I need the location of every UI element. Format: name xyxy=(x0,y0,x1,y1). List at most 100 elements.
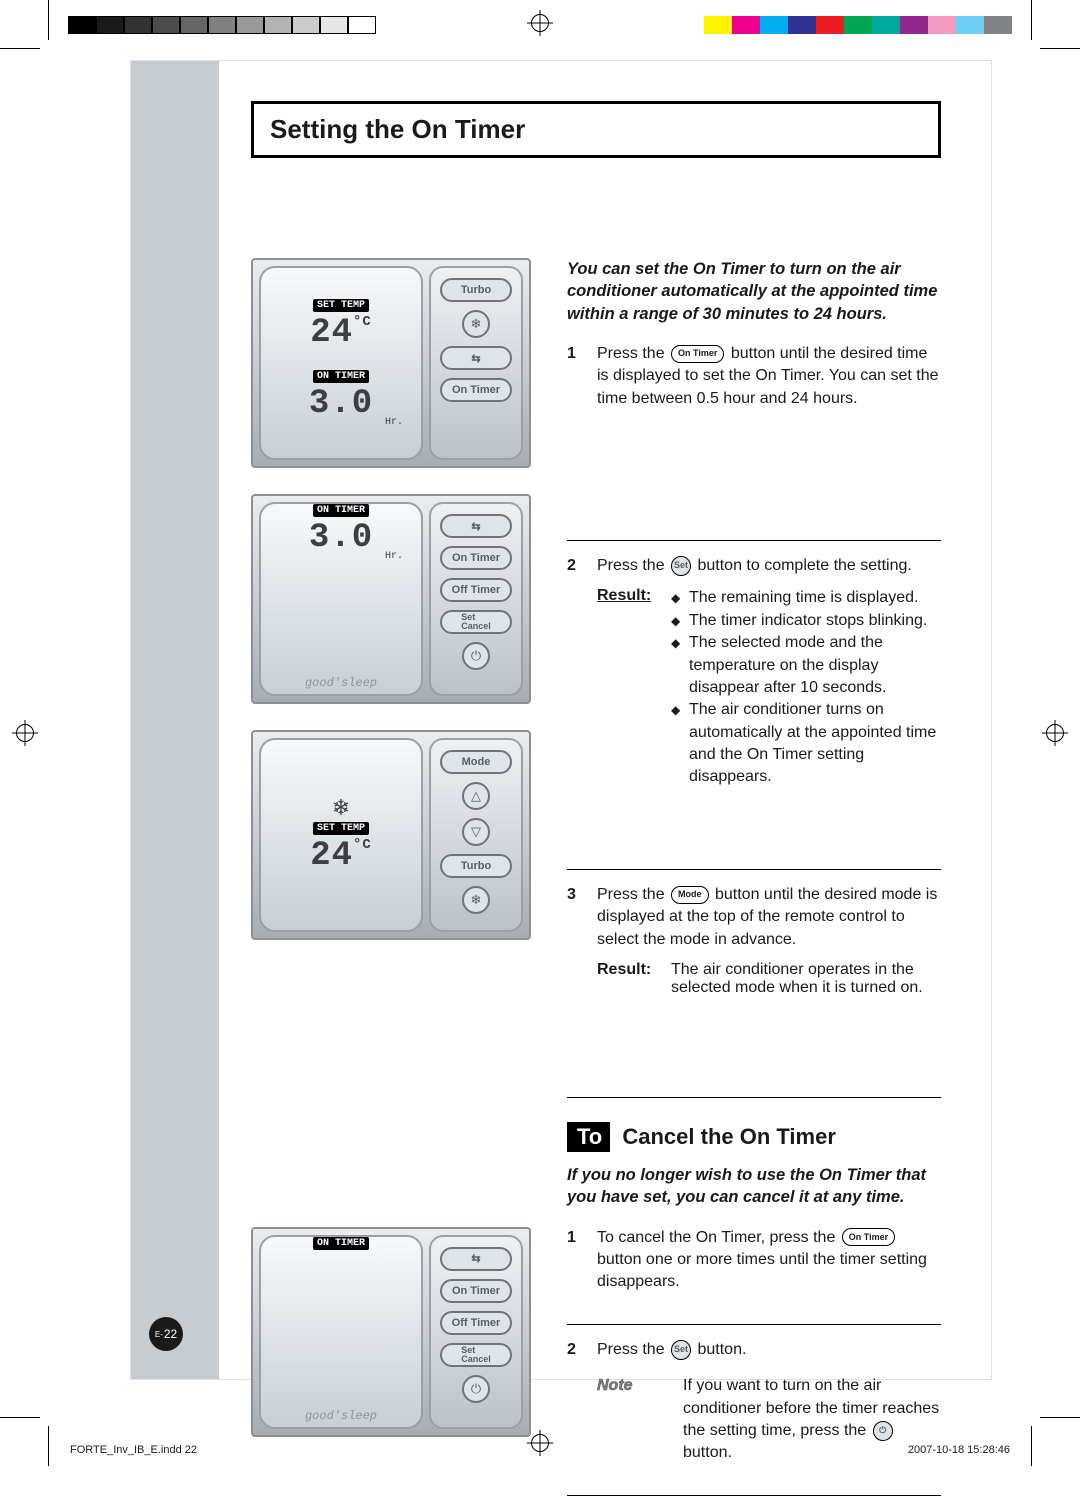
result-label: Result: xyxy=(597,961,657,997)
divider xyxy=(567,1097,941,1098)
step-2: 2 Press the Set button to complete the s… xyxy=(567,555,941,577)
power-button-icon: ⏻ xyxy=(873,1421,893,1441)
remote-button: ⇆ xyxy=(440,514,512,538)
remote-button: Set Cancel xyxy=(440,610,512,634)
registration-mark-icon xyxy=(1046,724,1064,742)
step-text: button. xyxy=(697,1341,746,1358)
instructions-column: You can set the On Timer to turn on the … xyxy=(567,258,941,1112)
power-icon: ⏻ xyxy=(462,1375,490,1403)
crop-mark xyxy=(1031,0,1032,40)
result-item: The remaining time is displayed. xyxy=(671,587,941,609)
lcd-value: 3.0 xyxy=(309,519,373,557)
result-item: The timer indicator stops blinking. xyxy=(671,610,941,632)
lcd-unit: Hr. xyxy=(385,417,403,428)
footer-filename: FORTE_Inv_IB_E.indd 22 xyxy=(70,1444,197,1456)
remote-button: Turbo xyxy=(440,278,512,302)
on-timer-button-icon: On Timer xyxy=(671,345,724,363)
result-block: Result: The air conditioner operates in … xyxy=(567,961,941,997)
remote-button: ❄ xyxy=(462,886,490,914)
lcd-value: 24°C xyxy=(310,837,372,875)
result-item: The selected mode and the temperature on… xyxy=(671,632,941,699)
step-number: 1 xyxy=(567,1227,583,1294)
on-timer-button-icon: On Timer xyxy=(842,1228,895,1246)
remote-figure-2: ON TIMER 3.0 Hr. good'sleep ⇆ On Timer O… xyxy=(251,494,531,704)
lcd-badge: SET TEMP xyxy=(313,299,369,312)
result-label: Result: xyxy=(597,587,657,789)
remote-button: Set Cancel xyxy=(440,1343,512,1367)
remote-button: ❄ xyxy=(462,310,490,338)
goodsleep-label: good'sleep xyxy=(305,1409,377,1423)
goodsleep-label: good'sleep xyxy=(305,676,377,690)
note-text: If you want to turn on the air condition… xyxy=(683,1377,939,1439)
remote-button: Off Timer xyxy=(440,578,512,602)
result-block: Result: The remaining time is displayed.… xyxy=(567,587,941,789)
remote-button: Off Timer xyxy=(440,1311,512,1335)
step-text: button one or more times until the timer… xyxy=(597,1251,927,1290)
down-icon: ▽ xyxy=(462,818,490,846)
grayscale-swatches xyxy=(68,16,376,34)
divider xyxy=(567,1495,941,1496)
registration-mark-icon xyxy=(531,14,549,32)
step-number: 3 xyxy=(567,884,583,951)
page: Setting the On Timer SET TEMP 24°C ON TI… xyxy=(130,60,992,1380)
lcd-badge: ON TIMER xyxy=(313,1237,369,1250)
crop-mark xyxy=(1031,1426,1032,1466)
figures-column: SET TEMP 24°C ON TIMER 3.0 Hr. Turbo ❄ ⇆… xyxy=(251,258,531,1112)
section-intro: You can set the On Timer to turn on the … xyxy=(567,258,941,325)
crop-mark xyxy=(0,48,40,49)
step-text: Press the xyxy=(597,557,669,574)
remote-figure-4: ON TIMER good'sleep ⇆ On Timer Off Timer… xyxy=(251,1227,531,1437)
up-icon: △ xyxy=(462,782,490,810)
power-icon: ⏻ xyxy=(462,642,490,670)
step-text: button to complete the setting. xyxy=(697,557,911,574)
page-title: Setting the On Timer xyxy=(251,101,941,158)
step-text: Press the xyxy=(597,1341,669,1358)
print-footer: FORTE_Inv_IB_E.indd 22 2007-10-18 15:28:… xyxy=(70,1444,1010,1456)
remote-button: On Timer xyxy=(440,378,512,402)
set-button-icon: Set xyxy=(671,556,691,576)
step-1: 1 Press the On Timer button until the de… xyxy=(567,343,941,410)
step-text: To cancel the On Timer, press the xyxy=(597,1229,840,1246)
crop-mark xyxy=(48,1426,49,1466)
lcd-unit: Hr. xyxy=(385,551,403,562)
registration-mark-icon xyxy=(16,724,34,742)
divider xyxy=(567,1324,941,1325)
lcd-value: 24°C xyxy=(310,314,372,352)
lcd-badge: SET TEMP xyxy=(313,822,369,835)
heading-emphasis: To xyxy=(567,1122,610,1152)
divider xyxy=(567,540,941,541)
page-number-prefix: E- xyxy=(155,1330,163,1339)
step-text: Press the xyxy=(597,886,669,903)
lcd-value: 3.0 xyxy=(309,385,373,423)
step-3: 3 Press the Mode button until the desire… xyxy=(567,884,941,951)
remote-button: Mode xyxy=(440,750,512,774)
step-text: Press the xyxy=(597,345,669,362)
set-button-icon: Set xyxy=(671,1340,691,1360)
section-intro: If you no longer wish to use the On Time… xyxy=(567,1164,941,1209)
remote-button: On Timer xyxy=(440,546,512,570)
remote-figure-3: ❄ SET TEMP 24°C Mode △ ▽ Turbo ❄ xyxy=(251,730,531,940)
lcd-badge: ON TIMER xyxy=(313,504,369,517)
remote-button: Turbo xyxy=(440,854,512,878)
result-item: The air conditioner turns on automatical… xyxy=(671,699,941,789)
cancel-step-2: 2 Press the Set button. xyxy=(567,1339,941,1361)
mode-button-icon: Mode xyxy=(671,886,709,904)
heading-text: Cancel the On Timer xyxy=(616,1124,836,1149)
crop-mark xyxy=(1040,48,1080,49)
color-swatches xyxy=(704,16,1012,34)
subsection-heading: To Cancel the On Timer xyxy=(567,1122,941,1152)
remote-button: ⇆ xyxy=(440,1247,512,1271)
page-number-value: 22 xyxy=(164,1327,177,1341)
crop-mark xyxy=(1040,1417,1080,1418)
remote-button: ⇆ xyxy=(440,346,512,370)
result-text: The air conditioner operates in the sele… xyxy=(671,961,941,997)
step-number: 2 xyxy=(567,555,583,577)
crop-mark xyxy=(0,1417,40,1418)
cancel-step-1: 1 To cancel the On Timer, press the On T… xyxy=(567,1227,941,1294)
crop-mark xyxy=(48,0,49,40)
result-list: The remaining time is displayed.The time… xyxy=(671,587,941,789)
remote-button: On Timer xyxy=(440,1279,512,1303)
divider xyxy=(567,869,941,870)
snowflake-icon: ❄ xyxy=(332,796,350,822)
step-number: 2 xyxy=(567,1339,583,1361)
